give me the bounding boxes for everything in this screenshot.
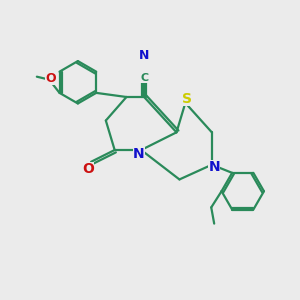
Text: O: O <box>82 162 94 176</box>
Text: N: N <box>133 147 145 161</box>
Text: S: S <box>182 92 192 106</box>
Text: O: O <box>45 72 56 85</box>
Text: N: N <box>208 160 220 174</box>
Text: N: N <box>139 49 149 62</box>
Text: C: C <box>140 73 148 83</box>
